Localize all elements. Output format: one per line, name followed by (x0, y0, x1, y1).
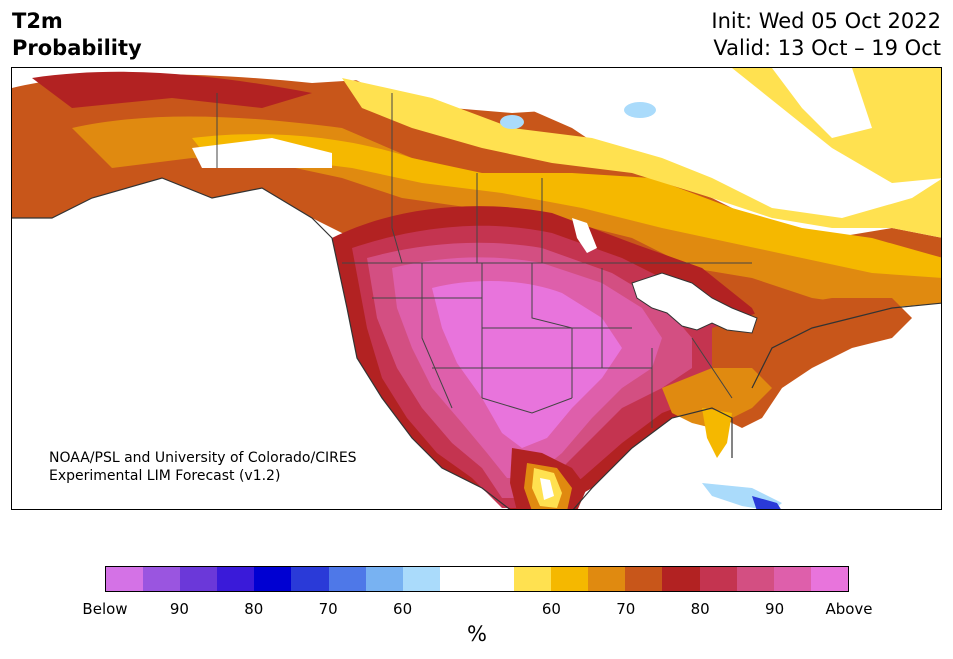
init-date: Init: Wed 05 Oct 2022 (711, 9, 941, 33)
colorbar-swatch (291, 567, 329, 591)
colorbar-swatch (328, 567, 366, 591)
great-lakes (631, 272, 758, 334)
mexico-white (540, 478, 554, 500)
canada-lightyellow (342, 78, 941, 238)
colorbar-swatch (514, 567, 552, 591)
yukon-white (192, 138, 332, 168)
colorbar-swatch (106, 567, 144, 591)
title-line-variable: T2m (12, 9, 63, 33)
colorbar-tick-label: 70 (616, 600, 636, 618)
valid-date: Valid: 13 Oct – 19 Oct (713, 36, 941, 60)
colorbar-swatch (699, 567, 737, 591)
colorbar-tick-label: Below (82, 600, 128, 618)
baffin-white (772, 68, 872, 138)
colorbar-tick-label: 90 (765, 600, 785, 618)
title-line-type: Probability (12, 36, 142, 60)
colorbar-tick-label: 80 (690, 600, 710, 618)
colorbar-unit: % (467, 622, 487, 646)
alaska-red-band (32, 71, 312, 108)
colorbar-swatch (217, 567, 255, 591)
colorbar-swatch (551, 567, 589, 591)
southeast-orange (662, 368, 772, 428)
lake-canada-1 (500, 115, 524, 129)
colorbar-tick-label: 60 (393, 600, 413, 618)
credit-text: NOAA/PSL and University of Colorado/CIRE… (49, 449, 357, 485)
canada-yellow-band (192, 134, 941, 278)
colorbar-tick-label: 80 (244, 600, 264, 618)
florida-yellow (702, 408, 732, 458)
colorbar-swatch (402, 567, 440, 591)
coastline (12, 177, 941, 509)
colorbar-swatch (810, 567, 848, 591)
colorbar-tick-label: 90 (169, 600, 189, 618)
colorbar-swatch (736, 567, 774, 591)
colorbar-swatch (365, 567, 403, 591)
colorbar (105, 566, 849, 592)
colorbar-swatch (180, 567, 218, 591)
cuba-blue (752, 496, 781, 509)
political-borders (216, 93, 752, 428)
colorbar-swatch (773, 567, 811, 591)
map-canvas (12, 68, 941, 509)
colorbar-tick-label: Above (825, 600, 873, 618)
colorbar-tick-label: 60 (541, 600, 561, 618)
colorbar-swatch (143, 567, 181, 591)
colorbar-swatch (439, 567, 477, 591)
forecast-map: NOAA/PSL and University of Colorado/CIRE… (11, 67, 942, 510)
colorbar-swatch (476, 567, 515, 591)
chart-title: T2m Probability (12, 8, 142, 62)
colorbar-swatch (254, 567, 292, 591)
credit-line-2: Experimental LIM Forecast (v1.2) (49, 468, 281, 484)
colorbar-swatch (625, 567, 663, 591)
us-above-core (432, 281, 622, 448)
lake-canada-2 (624, 102, 656, 118)
colorbar-swatch (662, 567, 700, 591)
colorbar-swatch (588, 567, 626, 591)
date-info: Init: Wed 05 Oct 2022 Valid: 13 Oct – 19… (711, 8, 941, 62)
colorbar-tick-label: 70 (318, 600, 338, 618)
credit-line-1: NOAA/PSL and University of Colorado/CIRE… (49, 450, 357, 466)
lake-winnipeg (572, 218, 597, 253)
